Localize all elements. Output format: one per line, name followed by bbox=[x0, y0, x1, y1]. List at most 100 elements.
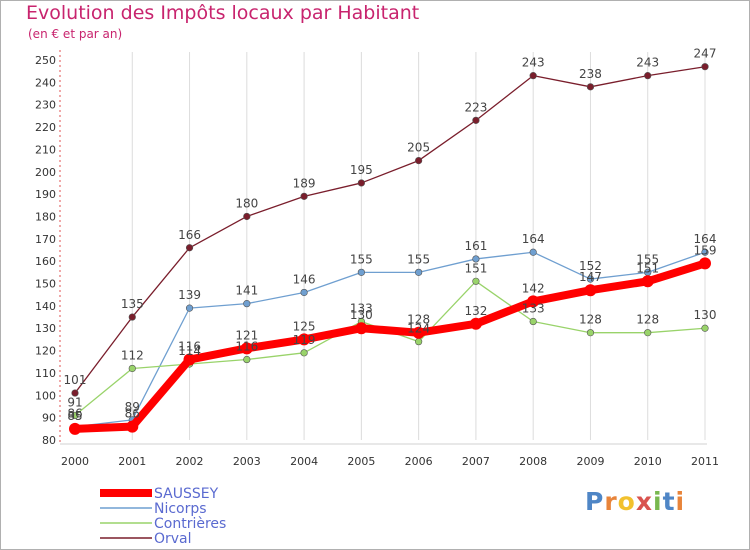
logo-letter: o bbox=[617, 487, 636, 516]
y-tick-100: 100 bbox=[35, 389, 56, 402]
logo-letter: t bbox=[662, 487, 676, 516]
y-tick-200: 200 bbox=[35, 166, 56, 179]
label-orval-2007: 223 bbox=[464, 100, 487, 114]
chart-title: Evolution des Impôts locaux par Habitant bbox=[26, 2, 420, 24]
point-contri-res-2006 bbox=[415, 338, 423, 346]
legend-label-saussey: SAUSSEY bbox=[154, 486, 219, 502]
label-contri-res-2008: 133 bbox=[522, 302, 545, 316]
point-orval-2001 bbox=[128, 313, 136, 321]
point-contri-res-2007 bbox=[472, 277, 480, 285]
label-contri-res-2002: 114 bbox=[178, 344, 201, 358]
label-nicorps-2002: 139 bbox=[178, 288, 201, 302]
point-nicorps-2008 bbox=[529, 248, 537, 256]
x-tick-2009: 2009 bbox=[576, 455, 604, 468]
point-orval-2002 bbox=[185, 244, 194, 252]
logo-letter: i bbox=[653, 487, 663, 516]
label-contri-res-2005: 133 bbox=[350, 302, 373, 316]
point-contri-res-2009 bbox=[586, 329, 595, 337]
point-saussey-2000 bbox=[69, 422, 81, 435]
label-contri-res-2001: 112 bbox=[121, 348, 144, 362]
point-saussey-2010 bbox=[641, 275, 654, 288]
logo-letter: P bbox=[585, 487, 605, 516]
label-saussey-2001: 86 bbox=[125, 407, 140, 421]
label-orval-2011: 247 bbox=[694, 47, 717, 61]
y-tick-190: 190 bbox=[35, 188, 56, 201]
point-orval-2009 bbox=[586, 83, 595, 91]
point-contri-res-2011 bbox=[701, 324, 709, 332]
point-contri-res-2003 bbox=[243, 355, 251, 364]
point-orval-2008 bbox=[529, 72, 537, 80]
point-saussey-2004 bbox=[298, 333, 311, 346]
series-line-saussey bbox=[71, 259, 709, 433]
y-axis-ticks: 80 90 100 110 120 130 140 150 160 170 180 190 200 210… bbox=[35, 54, 56, 447]
point-nicorps-2007 bbox=[472, 255, 480, 263]
label-contri-res-2010: 128 bbox=[636, 313, 659, 327]
label-contri-res-2000: 91 bbox=[67, 395, 82, 409]
point-saussey-2001 bbox=[126, 420, 139, 433]
y-tick-130: 130 bbox=[35, 322, 56, 335]
x-tick-2006: 2006 bbox=[405, 455, 433, 468]
y-tick-150: 150 bbox=[35, 278, 56, 291]
label-nicorps-2000: 86 bbox=[67, 407, 82, 421]
point-nicorps-2004 bbox=[300, 288, 308, 297]
y-tick-180: 180 bbox=[35, 210, 56, 223]
y-tick-220: 220 bbox=[35, 121, 56, 134]
label-orval-2009: 238 bbox=[579, 67, 602, 81]
label-contri-res-2004: 119 bbox=[293, 333, 316, 347]
point-saussey-2007 bbox=[469, 317, 482, 330]
x-tick-2002: 2002 bbox=[176, 455, 204, 468]
point-orval-2011 bbox=[701, 63, 709, 71]
label-saussey-2008: 142 bbox=[522, 281, 545, 295]
label-contri-res-2003: 116 bbox=[235, 340, 258, 354]
point-orval-2000 bbox=[71, 389, 79, 397]
point-orval-2004 bbox=[300, 192, 308, 200]
label-nicorps-2010: 155 bbox=[636, 252, 659, 266]
proxiti-logo: Proxiti bbox=[585, 487, 685, 516]
label-saussey-2004: 125 bbox=[293, 319, 316, 333]
point-saussey-2009 bbox=[584, 284, 597, 297]
point-saussey-2002 bbox=[183, 353, 196, 366]
label-nicorps-2007: 161 bbox=[464, 239, 487, 253]
point-nicorps-2006 bbox=[415, 268, 423, 276]
point-nicorps-2005 bbox=[357, 268, 365, 276]
label-nicorps-2011: 164 bbox=[694, 232, 717, 246]
legend-label-contri-res: Contrières bbox=[154, 516, 226, 532]
point-contri-res-2008 bbox=[529, 317, 537, 326]
point-orval-2006 bbox=[415, 156, 423, 165]
point-orval-2007 bbox=[472, 116, 480, 124]
point-contri-res-2010 bbox=[644, 329, 652, 337]
label-nicorps-2005: 155 bbox=[350, 252, 373, 266]
label-contri-res-2011: 130 bbox=[694, 308, 717, 322]
label-saussey-2007: 132 bbox=[464, 304, 487, 318]
label-contri-res-2007: 151 bbox=[464, 261, 487, 275]
x-tick-2005: 2005 bbox=[347, 455, 375, 468]
point-orval-2005 bbox=[357, 179, 365, 187]
point-nicorps-2002 bbox=[185, 304, 194, 312]
x-axis-ticks: 2000 2001 2002 2003 2004 2005 2006 2007 2008 2009… bbox=[61, 455, 719, 468]
x-tick-2001: 2001 bbox=[118, 455, 146, 468]
label-orval-2001: 135 bbox=[121, 297, 144, 311]
label-saussey-2011: 159 bbox=[694, 243, 717, 257]
label-nicorps-2009: 152 bbox=[579, 259, 602, 273]
label-nicorps-2004: 146 bbox=[293, 272, 316, 286]
label-saussey-2002: 116 bbox=[178, 340, 201, 354]
label-orval-2006: 205 bbox=[407, 141, 430, 155]
label-orval-2000: 101 bbox=[64, 373, 87, 387]
label-nicorps-2008: 164 bbox=[522, 232, 545, 246]
point-nicorps-2011 bbox=[701, 248, 709, 256]
y-tick-240: 240 bbox=[35, 76, 56, 89]
point-orval-2003 bbox=[243, 212, 251, 221]
x-tick-2010: 2010 bbox=[634, 455, 662, 468]
label-saussey-2003: 121 bbox=[235, 328, 258, 342]
point-saussey-2003 bbox=[240, 342, 253, 355]
label-contri-res-2006: 124 bbox=[407, 322, 430, 336]
y-tick-160: 160 bbox=[35, 255, 56, 268]
logo-letter: i bbox=[675, 487, 686, 516]
label-saussey-2006: 128 bbox=[407, 313, 430, 327]
series-layer bbox=[69, 63, 711, 435]
label-saussey-2009: 147 bbox=[579, 270, 602, 284]
logo-letter: x bbox=[635, 487, 653, 516]
x-tick-2008: 2008 bbox=[519, 455, 547, 468]
y-tick-140: 140 bbox=[35, 300, 56, 313]
